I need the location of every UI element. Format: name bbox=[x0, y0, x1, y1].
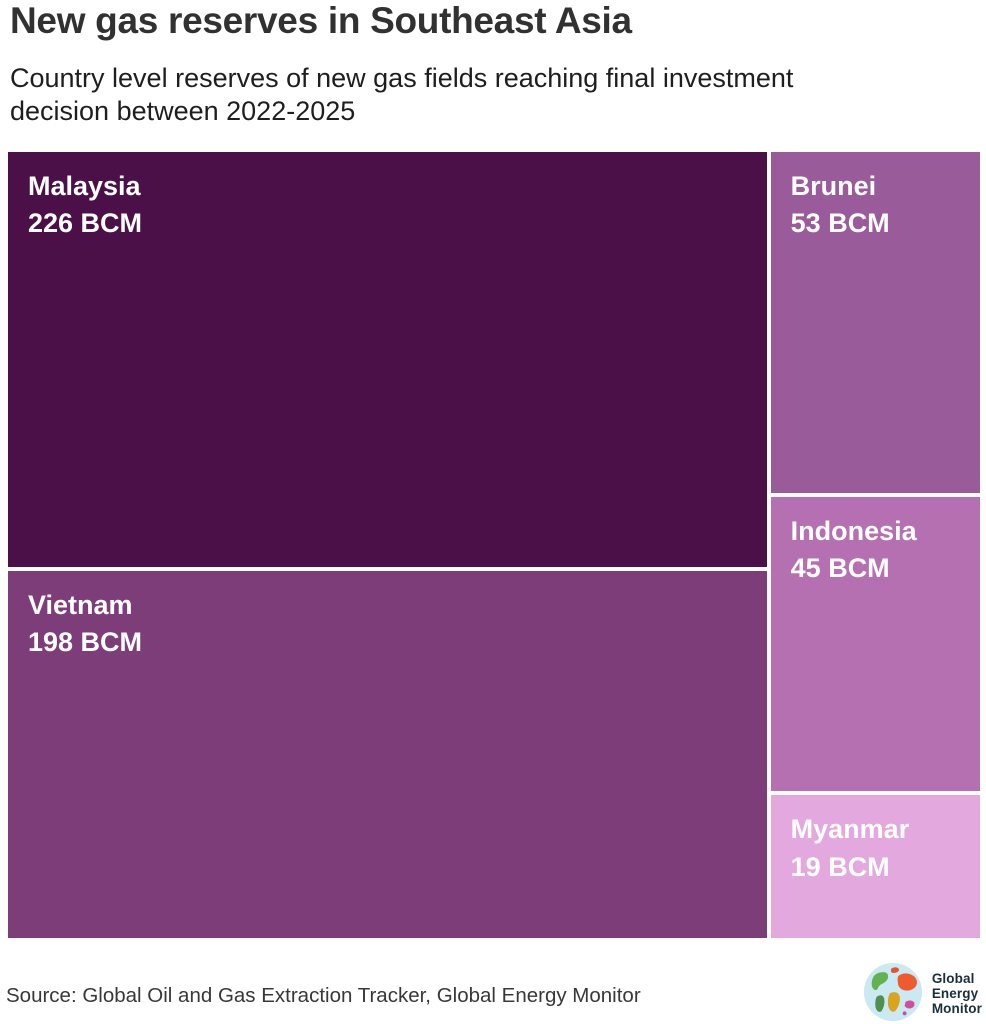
treemap-block-label: Myanmar 19 BCM bbox=[791, 811, 960, 886]
logo-line: Energy bbox=[931, 986, 979, 1002]
treemap-block-myanmar: Myanmar 19 BCM bbox=[770, 795, 980, 938]
treemap-block-vietnam: Vietnam 198 BCM bbox=[8, 570, 767, 938]
gem-logo-wordmark: Global Energy Monitor bbox=[931, 971, 982, 1017]
country-value: 19 BCM bbox=[790, 851, 890, 882]
logo-line: Monitor bbox=[931, 1000, 982, 1016]
treemap: Malaysia 226 BCM Vietnam 198 BCM Brunei … bbox=[8, 152, 980, 938]
chart-subtitle: Country level reserves of new gas fields… bbox=[10, 63, 794, 126]
treemap-block-indonesia: Indonesia 45 BCM bbox=[770, 496, 980, 792]
logo-line: Global bbox=[931, 971, 975, 987]
treemap-block-label: Malaysia 226 BCM bbox=[28, 168, 747, 243]
treemap-block-label: Indonesia 45 BCM bbox=[791, 513, 960, 588]
gem-logo: Global Energy Monitor bbox=[862, 961, 982, 1024]
country-value: 53 BCM bbox=[790, 208, 890, 239]
treemap-column-left: Malaysia 226 BCM Vietnam 198 BCM bbox=[8, 152, 767, 938]
country-value: 198 BCM bbox=[28, 626, 143, 657]
treemap-block-brunei: Brunei 53 BCM bbox=[770, 152, 980, 493]
country-name: Indonesia bbox=[790, 515, 917, 546]
treemap-block-malaysia: Malaysia 226 BCM bbox=[8, 152, 767, 567]
country-value: 226 BCM bbox=[28, 208, 143, 239]
chart-title: New gas reserves in Southeast Asia bbox=[10, 0, 632, 41]
country-value: 45 BCM bbox=[790, 553, 890, 584]
country-name: Vietnam bbox=[28, 589, 133, 620]
treemap-block-label: Vietnam 198 BCM bbox=[28, 587, 747, 662]
country-name: Malaysia bbox=[28, 171, 141, 201]
country-name: Myanmar bbox=[790, 814, 910, 845]
source-attribution: Source: Global Oil and Gas Extraction Tr… bbox=[6, 984, 641, 1007]
globe-logo-icon bbox=[862, 961, 924, 1024]
treemap-block-label: Brunei 53 BCM bbox=[791, 168, 960, 243]
treemap-column-right: Brunei 53 BCM Indonesia 45 BCM Myanmar 1… bbox=[770, 152, 980, 938]
country-name: Brunei bbox=[790, 171, 877, 201]
